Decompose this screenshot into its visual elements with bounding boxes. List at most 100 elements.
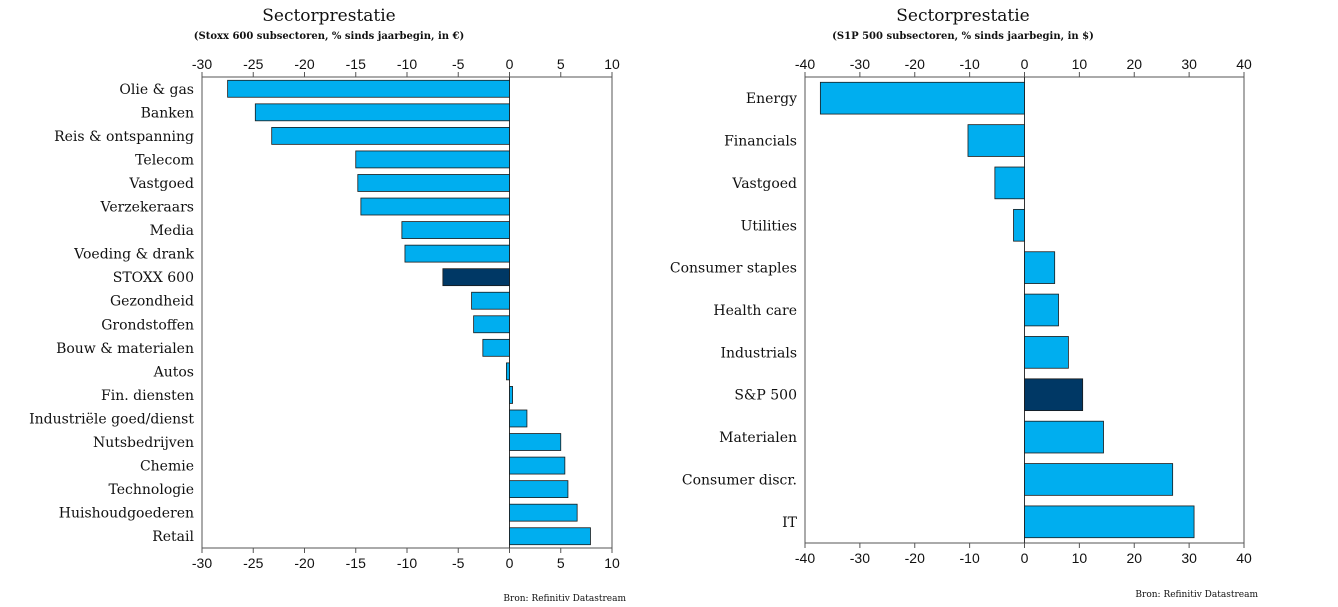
left-bottom-tick-label: -25 <box>243 555 263 571</box>
left-bar-verzekeraars <box>360 197 510 216</box>
left-category-label: Chemie <box>140 459 194 475</box>
left-category-label: Industriële goed/dienst <box>29 411 194 427</box>
left-category-label: Grondstoffen <box>101 317 194 333</box>
left-bar-nutsbedrijven <box>509 433 562 451</box>
chart-right-plot: -40 -40 -30 -30 -20 -20 -10 -10 0 0 10 10 20 20 30 30 40… <box>670 56 1252 566</box>
left-category-label: Reis & ontspanning <box>54 129 194 145</box>
chart-right-subtitle: (S1P 500 subsectoren, % sinds jaarbegin,… <box>832 31 1094 42</box>
right-category-label: Materialen <box>719 430 797 446</box>
right-bottom-tick-label: 0 <box>1021 550 1029 566</box>
right-category-label: Industrials <box>720 345 797 361</box>
left-category-label: Olie & gas <box>119 82 194 98</box>
left-top-tick-label: -30 <box>192 56 212 72</box>
left-top-tick-label: 5 <box>557 56 565 72</box>
left-top-tick-label: -25 <box>243 56 263 72</box>
right-bottom-tick-label: 30 <box>1181 550 1197 566</box>
right-bar-energy <box>819 81 1025 115</box>
left-bar-voeding-drank <box>404 244 510 263</box>
left-category-label: Verzekeraars <box>100 200 195 216</box>
left-bar-grondstoffen <box>473 315 510 334</box>
left-bottom-tick-label: -10 <box>397 555 417 571</box>
right-bar-consumer-discr <box>1024 463 1174 496</box>
right-top-tick-label: 0 <box>1021 56 1029 72</box>
left-category-label: STOXX 600 <box>113 270 194 286</box>
left-category-label: Fin. diensten <box>101 388 194 404</box>
left-bar-fin-diensten <box>509 386 513 404</box>
left-category-label: Autos <box>153 364 194 380</box>
chart-left-source: Bron: Refinitiv Datastream <box>503 594 626 604</box>
right-top-tick-label: 10 <box>1072 56 1088 72</box>
right-category-label: S&P 500 <box>734 388 797 404</box>
left-bar-banken <box>254 103 510 122</box>
right-bar-s-p-500 <box>1024 378 1084 412</box>
chart-left: Sectorprestatie (Stoxx 600 subsectoren, … <box>29 6 626 604</box>
left-category-label: Banken <box>141 105 194 121</box>
right-category-label: Consumer staples <box>670 261 797 277</box>
right-bottom-tick-label: 10 <box>1072 550 1088 566</box>
right-top-tick-label: -10 <box>960 56 980 72</box>
right-bottom-tick-label: 20 <box>1126 550 1142 566</box>
right-bar-consumer-staples <box>1024 251 1056 284</box>
left-bar-media <box>401 221 510 239</box>
left-bar-chemie <box>509 456 566 475</box>
right-category-label: IT <box>782 515 798 531</box>
right-bar-materialen <box>1024 420 1104 454</box>
left-bottom-tick-label: 10 <box>604 555 620 571</box>
right-top-tick-label: 40 <box>1236 56 1252 72</box>
left-bottom-tick-label: 0 <box>506 555 514 571</box>
left-bar-stoxx-600 <box>442 268 510 287</box>
right-bottom-tick-label: -10 <box>960 550 980 566</box>
right-bar-it <box>1024 505 1195 539</box>
right-bottom-tick-label: 40 <box>1236 550 1252 566</box>
chart-left-plot: -30 -30 -25 -25 -20 -20 -15 -15 -10 -10 -5 -5 0 0 5 5 10… <box>29 56 620 571</box>
left-category-label: Retail <box>152 529 194 545</box>
right-bar-industrials <box>1024 336 1069 369</box>
left-bar-huishoudgoederen <box>509 503 578 522</box>
right-category-label: Financials <box>724 134 797 150</box>
left-category-label: Gezondheid <box>110 294 194 310</box>
right-bottom-tick-label: -20 <box>905 550 925 566</box>
left-category-label: Bouw & materialen <box>56 341 194 357</box>
left-bar-olie-gas <box>227 79 510 98</box>
right-category-label: Consumer discr. <box>682 472 797 488</box>
left-plot-frame <box>201 76 613 549</box>
left-bottom-tick-label: -20 <box>294 555 314 571</box>
chart-left-subtitle: (Stoxx 600 subsectoren, % sinds jaarbegi… <box>194 31 464 42</box>
left-bar-autos <box>506 362 510 381</box>
left-bottom-tick-label: -5 <box>452 555 465 571</box>
left-bar-reis-ontspanning <box>271 126 510 145</box>
left-top-tick-label: -5 <box>452 56 465 72</box>
left-category-label: Voeding & drank <box>73 247 194 263</box>
right-category-label: Health care <box>713 303 797 319</box>
left-bottom-tick-label: -30 <box>192 555 212 571</box>
right-bar-health-care <box>1024 293 1059 327</box>
right-bar-financials <box>967 124 1025 157</box>
left-bar-vastgoed <box>357 174 510 192</box>
right-top-tick-label: -30 <box>850 56 870 72</box>
right-category-label: Utilities <box>741 218 797 234</box>
left-category-label: Technologie <box>109 482 194 498</box>
left-bar-gezondheid <box>471 291 510 310</box>
left-category-label: Huishoudgoederen <box>59 506 194 522</box>
left-bar-technologie <box>509 480 569 499</box>
right-category-label: Vastgoed <box>731 176 797 192</box>
right-category-label: Energy <box>746 91 797 107</box>
left-top-tick-label: -15 <box>346 56 366 72</box>
left-bar-retail <box>509 527 591 546</box>
right-top-tick-label: -40 <box>795 56 815 72</box>
right-top-tick-label: -20 <box>905 56 925 72</box>
left-category-label: Telecom <box>135 152 194 168</box>
right-top-tick-label: 20 <box>1126 56 1142 72</box>
left-category-label: Nutsbedrijven <box>93 435 194 451</box>
chart-right: Sectorprestatie (S1P 500 subsectoren, % … <box>670 6 1259 600</box>
left-bar-industri-le-goed-dienst <box>509 409 528 428</box>
right-bottom-tick-label: -30 <box>850 550 870 566</box>
left-bar-telecom <box>355 150 510 169</box>
left-top-tick-label: -20 <box>294 56 314 72</box>
left-top-tick-label: 0 <box>506 56 514 72</box>
left-bottom-tick-label: 5 <box>557 555 565 571</box>
left-bar-bouw-materialen <box>482 338 510 357</box>
left-category-label: Media <box>150 223 194 239</box>
right-bar-vastgoed <box>994 166 1025 200</box>
